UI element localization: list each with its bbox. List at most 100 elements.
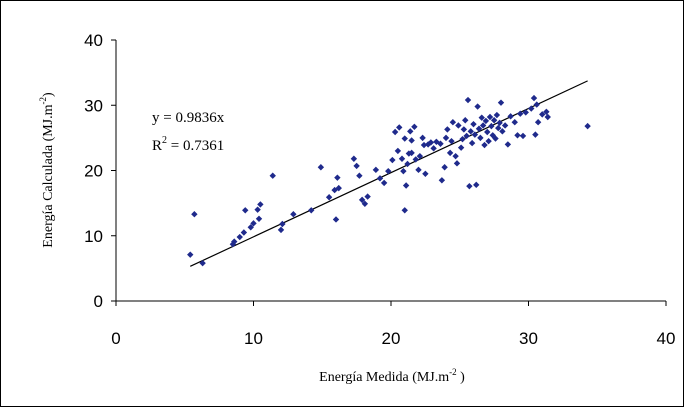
data-point: [490, 117, 498, 124]
data-point: [356, 172, 363, 179]
data-point: [332, 216, 340, 223]
r-squared-superscript: 2: [162, 135, 167, 146]
data-point: [448, 137, 455, 145]
data-point: [442, 134, 450, 142]
data-point: [501, 122, 509, 129]
regression-equation: y = 0.9836x: [152, 110, 225, 126]
data-point: [484, 128, 491, 136]
data-point: [543, 108, 550, 115]
data-point: [430, 145, 437, 152]
data-point: [482, 117, 490, 125]
data-point: [242, 207, 249, 214]
data-point: [474, 103, 481, 110]
data-point: [481, 141, 488, 149]
data-point: [419, 134, 426, 142]
data-point: [236, 233, 243, 241]
data-point: [408, 137, 415, 144]
data-point: [376, 175, 384, 182]
data-point: [325, 194, 333, 201]
data-point: [308, 207, 315, 214]
data-point: [364, 193, 371, 200]
data-point: [460, 126, 468, 133]
y-axis-title-sup: -2: [38, 97, 48, 105]
data-point: [470, 120, 477, 128]
data-point: [504, 141, 512, 148]
x-tick-label: 0: [111, 329, 120, 348]
data-point: [499, 128, 506, 135]
data-point: [372, 166, 380, 174]
data-point: [452, 152, 459, 160]
data-point: [389, 156, 396, 164]
data-point: [187, 251, 194, 258]
data-point: [492, 135, 499, 142]
data-point: [391, 128, 399, 136]
x-axis-title-sup: -2: [449, 367, 457, 377]
data-point: [533, 101, 540, 108]
data-point: [231, 238, 238, 245]
data-point: [444, 126, 451, 133]
data-point: [507, 113, 514, 120]
data-point: [467, 128, 474, 135]
data-point: [279, 220, 286, 228]
data-point: [420, 141, 428, 149]
x-axis-title-tail: ): [457, 370, 466, 385]
data-point: [385, 167, 392, 175]
y-axis-title-tail: ): [41, 92, 56, 97]
data-point: [269, 172, 276, 179]
data-point: [528, 105, 535, 112]
data-point: [396, 124, 403, 131]
data-point: [497, 99, 505, 106]
data-point: [441, 164, 448, 171]
data-point: [401, 207, 408, 214]
data-point: [255, 215, 263, 222]
data-point: [257, 201, 264, 208]
x-tick-label: 30: [519, 329, 538, 348]
x-tick-label: 40: [657, 329, 676, 348]
data-point: [404, 160, 411, 168]
y-tick-label: 0: [94, 292, 103, 311]
data-point: [350, 155, 358, 162]
data-point: [464, 96, 472, 104]
data-point: [407, 128, 414, 135]
data-point: [380, 179, 388, 187]
data-point: [446, 149, 454, 157]
data-point: [455, 122, 462, 129]
data-point: [402, 182, 410, 189]
data-point: [394, 147, 402, 155]
x-tick-label: 10: [244, 329, 263, 348]
data-point: [514, 132, 521, 139]
data-point: [517, 110, 524, 117]
data-point: [511, 119, 518, 126]
data-point: [191, 211, 198, 218]
data-point: [277, 226, 285, 234]
data-point: [416, 152, 424, 160]
data-point: [240, 229, 248, 236]
data-point: [415, 166, 422, 174]
data-point: [412, 156, 419, 163]
data-point: [471, 131, 479, 138]
data-point: [411, 123, 418, 130]
r-squared-annotation: R2 = 0.7361: [152, 135, 224, 154]
data-point: [457, 144, 465, 151]
r-squared-value: = 0.7361: [167, 138, 224, 154]
data-point: [475, 125, 483, 132]
data-point: [486, 113, 494, 121]
data-point: [401, 135, 408, 142]
data-point: [427, 139, 435, 146]
data-point: [438, 177, 446, 184]
data-point: [534, 119, 542, 126]
data-point: [250, 220, 257, 227]
data-point: [449, 119, 457, 126]
axes: 0 10 20 30 40 0 10 20 30 40: [84, 31, 675, 348]
data-point: [317, 164, 325, 171]
data-point: [422, 170, 429, 177]
y-axis-title-main: Energía Calculada (MJ.m: [41, 104, 56, 247]
data-point: [405, 150, 413, 157]
data-point: [468, 139, 476, 147]
data-point: [453, 160, 461, 167]
data-point: [290, 211, 297, 218]
data-point: [335, 184, 342, 192]
